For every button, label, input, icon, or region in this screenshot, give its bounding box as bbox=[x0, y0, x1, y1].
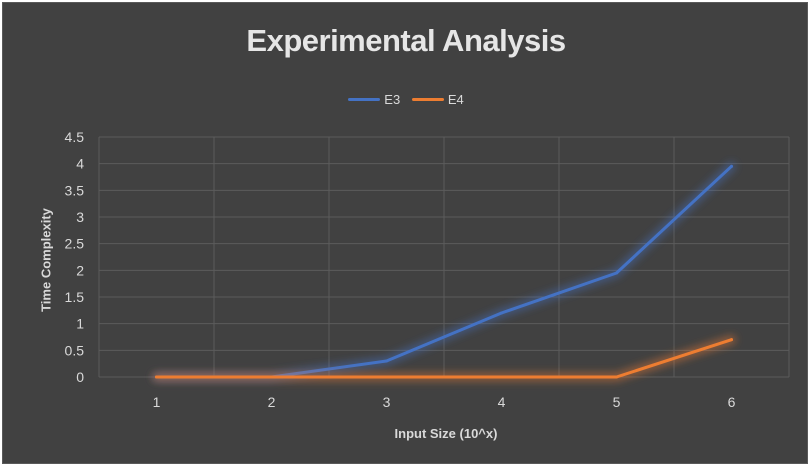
x-tick-label-4: 5 bbox=[613, 394, 621, 410]
data-point-e4-3 bbox=[500, 375, 503, 379]
legend-swatch-e3 bbox=[348, 98, 381, 101]
legend: E3 E4 bbox=[3, 89, 809, 107]
legend-label-e4: E4 bbox=[447, 92, 464, 107]
y-tick-label-2: 1 bbox=[76, 316, 84, 332]
legend-label-e3: E3 bbox=[384, 92, 401, 107]
legend-entry-e4: E4 bbox=[411, 92, 464, 107]
legend-swatch-e4 bbox=[411, 98, 444, 101]
data-point-e3-5 bbox=[730, 164, 733, 168]
data-point-e4-2 bbox=[385, 375, 388, 379]
chart-title: Experimental Analysis bbox=[246, 23, 566, 58]
y-axis-label: Time Complexity bbox=[38, 208, 54, 312]
y-tick-label-5: 2.5 bbox=[65, 236, 85, 252]
data-point-e4-0 bbox=[155, 375, 158, 379]
y-tick-label-6: 3 bbox=[76, 209, 84, 225]
x-axis-label: Input Size (10^x) bbox=[394, 426, 498, 441]
data-point-e4-1 bbox=[270, 375, 273, 379]
x-tick-label-5: 6 bbox=[728, 394, 736, 410]
y-tick-label-8: 4 bbox=[76, 156, 84, 172]
data-point-e3-2 bbox=[385, 359, 388, 363]
x-tick-label-3: 4 bbox=[498, 394, 506, 410]
x-tick-label-2: 3 bbox=[383, 394, 391, 410]
data-point-e4-4 bbox=[615, 375, 618, 379]
series-line-e4 bbox=[155, 338, 733, 379]
data-point-e3-3 bbox=[500, 311, 503, 315]
data-point-e4-5 bbox=[730, 338, 733, 342]
y-tick-label-1: 0.5 bbox=[65, 342, 85, 358]
y-tick-label-7: 3.5 bbox=[65, 182, 85, 198]
y-tick-label-9: 4.5 bbox=[65, 129, 85, 145]
legend-entry-e3: E3 bbox=[348, 92, 400, 107]
x-tick-label-0: 1 bbox=[153, 394, 161, 410]
x-tick-label-1: 2 bbox=[268, 394, 276, 410]
y-tick-label-3: 1.5 bbox=[65, 289, 85, 305]
plot-area: 0 0.5 1 1.5 2 2.5 3 3.5 4 4.5 1 2 3 4 5 6 bbox=[65, 129, 790, 410]
y-tick-label-4: 2 bbox=[76, 262, 84, 278]
y-tick-label-0: 0 bbox=[76, 369, 84, 385]
data-point-e3-4 bbox=[615, 271, 618, 275]
